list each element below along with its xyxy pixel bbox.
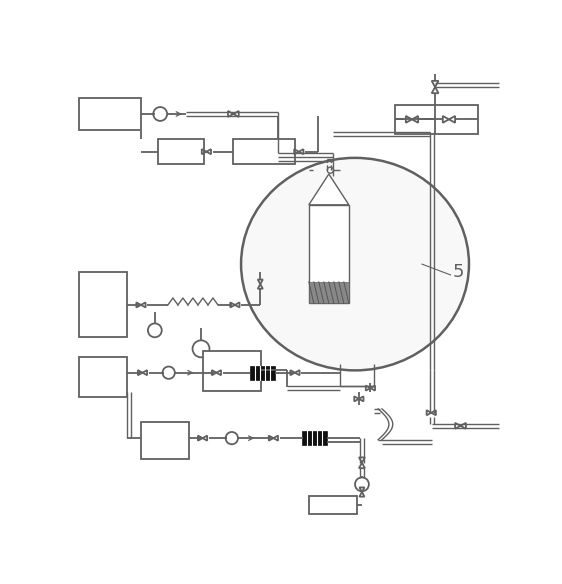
Circle shape [226, 432, 238, 444]
Text: 5: 5 [452, 263, 464, 281]
Bar [79, 272, 127, 338]
Bar [141, 422, 189, 459]
Bar [309, 282, 349, 304]
Bar [202, 351, 261, 391]
Circle shape [327, 167, 333, 173]
Circle shape [193, 340, 210, 357]
Bar [395, 105, 478, 134]
Bar [309, 496, 356, 515]
Bar [158, 140, 204, 164]
Bar [79, 98, 141, 130]
Bar [250, 366, 275, 380]
Bar [309, 205, 349, 304]
Ellipse shape [241, 158, 469, 370]
Polygon shape [309, 174, 349, 205]
Circle shape [162, 367, 175, 379]
Bar [302, 431, 327, 445]
Circle shape [148, 324, 162, 338]
Bar [233, 140, 295, 164]
Bar [79, 356, 127, 397]
Circle shape [153, 107, 167, 121]
Circle shape [355, 477, 369, 491]
